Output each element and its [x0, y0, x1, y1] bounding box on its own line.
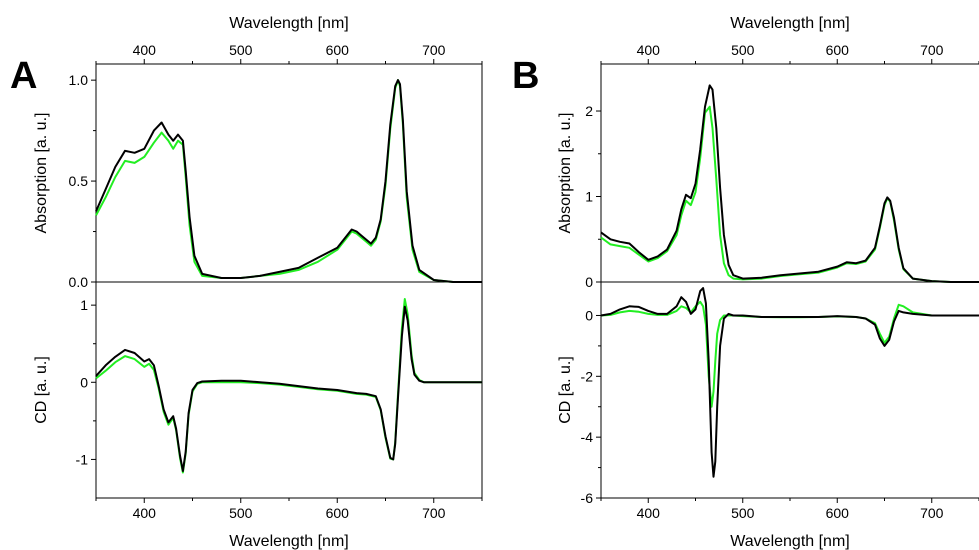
x-tick-label-top: 500: [731, 42, 755, 58]
x-tick-label-bottom: 500: [731, 505, 755, 521]
x-tick-label-bottom: 400: [133, 505, 157, 521]
x-tick-label-top: 500: [229, 42, 253, 58]
y-axis-title-bottom: CD [a. u.]: [33, 356, 50, 424]
x-tick-label-bottom: 700: [920, 505, 944, 521]
panel-A: A 400 400 500 500 600 600 700 700 Wavelength [nm]…: [10, 15, 483, 550]
y-tick-label: 0.0: [69, 274, 89, 290]
panel-letter-A: A: [10, 55, 37, 97]
y-axis-title-top: Absorption [a. u.]: [33, 113, 50, 234]
x-tick-label-bottom: 600: [326, 505, 350, 521]
x-axis-title-bottom: Wavelength [nm]: [730, 533, 849, 550]
x-tick-label-top: 600: [826, 42, 850, 58]
y-tick-label: 0: [80, 374, 88, 390]
black-series-line-top: [600, 84, 979, 283]
y-tick-label: 1: [80, 297, 88, 313]
x-tick-label-top: 600: [326, 42, 350, 58]
y-tick-label: 0.5: [69, 173, 89, 189]
y-axis-title-top: Absorption [a. u.]: [557, 113, 574, 234]
panel-letter-B: B: [512, 55, 539, 97]
x-tick-label-top: 700: [920, 42, 944, 58]
x-axis-title-top: Wavelength [nm]: [229, 15, 348, 32]
x-tick-label-bottom: 500: [229, 505, 253, 521]
x-axis-title-bottom: Wavelength [nm]: [229, 533, 348, 550]
x-tick-label-bottom: 600: [826, 505, 850, 521]
y-tick-label: 0: [585, 307, 593, 323]
x-tick-label-top: 400: [133, 42, 157, 58]
x-tick-label-bottom: 400: [637, 505, 661, 521]
x-axis-title-top: Wavelength [nm]: [730, 15, 849, 32]
x-tick-label-bottom: 700: [422, 505, 446, 521]
y-tick-label: 2: [585, 103, 593, 119]
green-series-line-bottom: [600, 300, 979, 408]
black-series-line-top: [95, 79, 482, 283]
y-tick-label: 1.0: [69, 72, 89, 88]
y-axis-title-bottom: CD [a. u.]: [557, 356, 574, 424]
x-tick-label-top: 400: [637, 42, 661, 58]
y-tick-label: 1: [585, 189, 593, 205]
green-series-line-top: [95, 79, 482, 283]
y-tick-label: -1: [76, 451, 89, 467]
y-tick-label: 0: [585, 274, 593, 290]
y-tick-label: -6: [581, 490, 594, 506]
black-series-line-bottom: [600, 287, 979, 478]
x-tick-label-top: 700: [422, 42, 446, 58]
y-tick-label: -2: [581, 368, 594, 384]
panel-B: B 400 400 500 500 600 600 700 700 Wavelength [nm]…: [512, 15, 979, 550]
black-series-line-bottom: [95, 305, 482, 472]
y-tick-label: -4: [581, 429, 594, 445]
